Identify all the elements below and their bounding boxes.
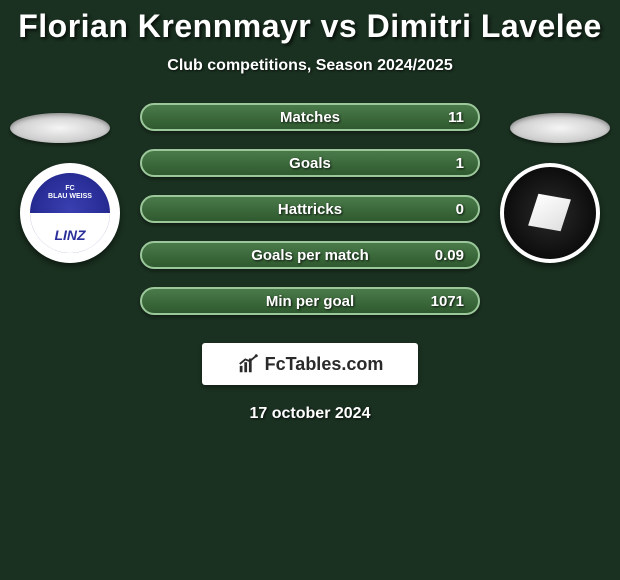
stat-row-hattricks: Hattricks 0 — [140, 195, 480, 223]
stat-label: Matches — [142, 109, 478, 126]
stat-row-min-per-goal: Min per goal 1071 — [140, 287, 480, 315]
club-right-inner — [504, 167, 596, 259]
stat-row-goals-per-match: Goals per match 0.09 — [140, 241, 480, 269]
stat-right-value: 0 — [434, 201, 464, 218]
footer-date: 17 october 2024 — [0, 405, 620, 423]
club-badge-left: FCBLAU WEISS LINZ — [20, 163, 120, 263]
player-avatar-right — [510, 113, 610, 143]
club-left-bottom-text: LINZ — [30, 227, 110, 243]
page-title: Florian Krennmayr vs Dimitri Lavelee — [0, 8, 620, 45]
stat-right-value: 11 — [434, 109, 464, 126]
stat-row-goals: Goals 1 — [140, 149, 480, 177]
stat-right-value: 1071 — [431, 293, 464, 310]
chart-icon — [237, 353, 259, 375]
header: Florian Krennmayr vs Dimitri Lavelee Clu… — [0, 0, 620, 75]
stat-right-value: 1 — [434, 155, 464, 172]
comparison-content: FCBLAU WEISS LINZ Matches 11 Goals 1 Hat… — [0, 103, 620, 423]
club-badge-right — [500, 163, 600, 263]
player-avatar-left — [10, 113, 110, 143]
stat-right-value: 0.09 — [434, 247, 464, 264]
stat-label: Min per goal — [142, 293, 478, 310]
stat-label: Hattricks — [142, 201, 478, 218]
branding-badge: FcTables.com — [202, 343, 418, 385]
brand-text: FcTables.com — [265, 354, 384, 375]
subtitle: Club competitions, Season 2024/2025 — [0, 57, 620, 75]
stat-label: Goals per match — [142, 247, 478, 264]
stats-list: Matches 11 Goals 1 Hattricks 0 Goals per… — [140, 103, 480, 315]
stat-label: Goals — [142, 155, 478, 172]
club-left-top-text: FCBLAU WEISS — [30, 185, 110, 202]
stat-row-matches: Matches 11 — [140, 103, 480, 131]
